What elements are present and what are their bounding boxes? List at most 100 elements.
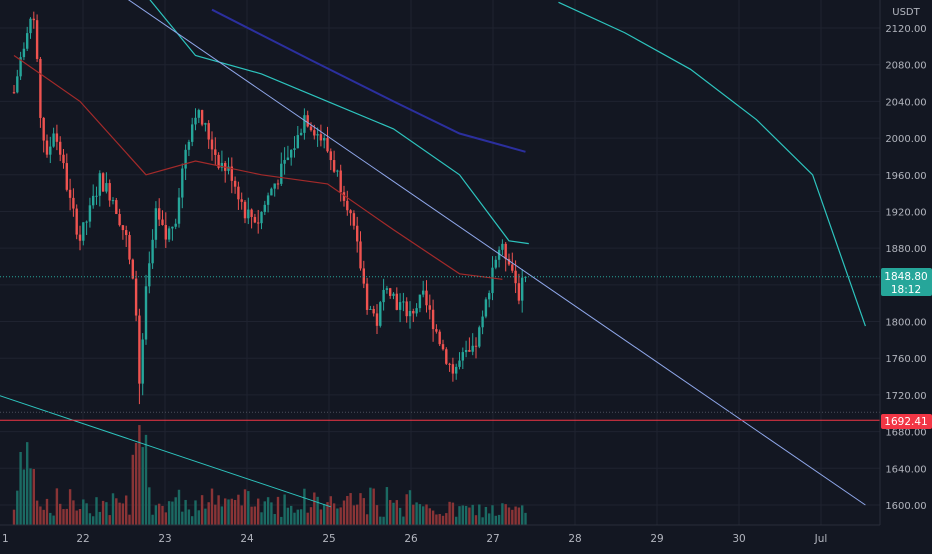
candle-body xyxy=(42,117,45,141)
candle-body xyxy=(237,186,240,200)
candle-body xyxy=(270,188,273,196)
volume-bar xyxy=(524,512,527,525)
volume-bar xyxy=(125,495,128,525)
volume-bar xyxy=(55,488,59,525)
candle-body xyxy=(488,293,491,300)
volume-bar xyxy=(514,506,517,525)
candle-body xyxy=(35,20,39,59)
candle-body xyxy=(323,138,326,141)
candle-body xyxy=(481,316,484,328)
candle-body xyxy=(128,235,131,260)
volume-bar xyxy=(501,503,504,525)
volume-bar xyxy=(200,495,204,525)
volume-bar xyxy=(111,493,115,525)
volume-bar xyxy=(286,507,290,525)
candle-body xyxy=(68,189,72,198)
volume-bar xyxy=(451,502,455,525)
time-tick-label: 26 xyxy=(404,533,418,545)
candle-body xyxy=(273,183,276,189)
candle-body xyxy=(422,290,425,295)
volume-bar xyxy=(250,506,253,525)
candle-body xyxy=(101,173,105,192)
candle-body xyxy=(290,149,293,158)
candle-body xyxy=(448,363,451,365)
volume-bar xyxy=(217,495,220,525)
candle-body xyxy=(12,92,16,94)
candle-body xyxy=(418,294,422,309)
volume-bar xyxy=(214,504,217,525)
volume-bar xyxy=(227,499,230,525)
moving-average-line xyxy=(13,55,503,280)
candle-body xyxy=(293,148,296,150)
time-axis-panel[interactable] xyxy=(0,525,932,550)
volume-bar xyxy=(72,500,75,525)
indicator-lines xyxy=(0,0,866,508)
volume-bar xyxy=(517,507,521,525)
price-levels xyxy=(0,276,880,421)
candle-body xyxy=(313,130,316,136)
volume-bar xyxy=(415,502,418,525)
candle-body xyxy=(349,210,352,214)
candle-body xyxy=(517,283,521,301)
candle-body xyxy=(362,268,365,284)
candle-body xyxy=(250,209,253,218)
candle-body xyxy=(184,149,187,169)
volume-bar xyxy=(35,500,39,525)
volume-bar xyxy=(290,505,293,525)
volume-bar xyxy=(362,498,365,525)
time-tick-label: 29 xyxy=(650,533,663,545)
candle-body xyxy=(339,170,342,193)
candle-body xyxy=(171,226,174,229)
candle-body xyxy=(266,195,270,205)
volume-bar xyxy=(319,509,323,525)
volume-bar xyxy=(352,505,356,525)
volume-bar xyxy=(29,468,32,525)
volume-bar xyxy=(323,504,326,525)
volume-bar xyxy=(138,425,141,525)
candle-body xyxy=(402,301,405,303)
volume-bar xyxy=(402,516,405,525)
volume-bar xyxy=(458,506,461,525)
price-tick-label: 1800.00 xyxy=(885,318,926,329)
volume-bar xyxy=(369,487,372,525)
volume-bar xyxy=(101,500,105,525)
volume-bar xyxy=(224,498,227,525)
volume-bar xyxy=(435,514,438,525)
volume-bar xyxy=(299,509,303,525)
volume-bar xyxy=(141,447,144,525)
volume-bar xyxy=(441,515,445,525)
candle-body xyxy=(138,315,141,384)
volume-bar xyxy=(19,451,22,525)
candle-body xyxy=(461,352,464,361)
volume-bar xyxy=(220,506,224,525)
candle-body xyxy=(392,293,395,296)
volume-bar xyxy=(181,511,184,525)
volume-bar xyxy=(194,500,197,525)
candle-body xyxy=(105,183,108,192)
candle-body xyxy=(181,168,184,198)
candle-body xyxy=(425,290,428,306)
volume-bar xyxy=(115,498,118,525)
volume-bar xyxy=(389,500,392,525)
candle-body xyxy=(260,211,263,224)
volume-bar xyxy=(504,504,507,525)
candle-body xyxy=(95,195,98,197)
volume-bar xyxy=(511,509,514,525)
volume-bar xyxy=(210,488,214,525)
volume-bar xyxy=(481,517,484,525)
volume-bar xyxy=(233,499,237,525)
current-price-label: 1848.80 xyxy=(884,271,927,283)
candle-body xyxy=(118,214,121,226)
candle-body xyxy=(59,141,62,155)
moving-average-line xyxy=(211,8,526,153)
candle-body xyxy=(78,234,82,241)
current-price-tag xyxy=(881,268,932,296)
volume-bar xyxy=(16,490,19,525)
candle-body xyxy=(19,57,22,77)
candle-body xyxy=(319,134,323,141)
volume-bar xyxy=(82,499,85,525)
volume-bar xyxy=(42,509,45,525)
trend-line xyxy=(127,0,866,506)
